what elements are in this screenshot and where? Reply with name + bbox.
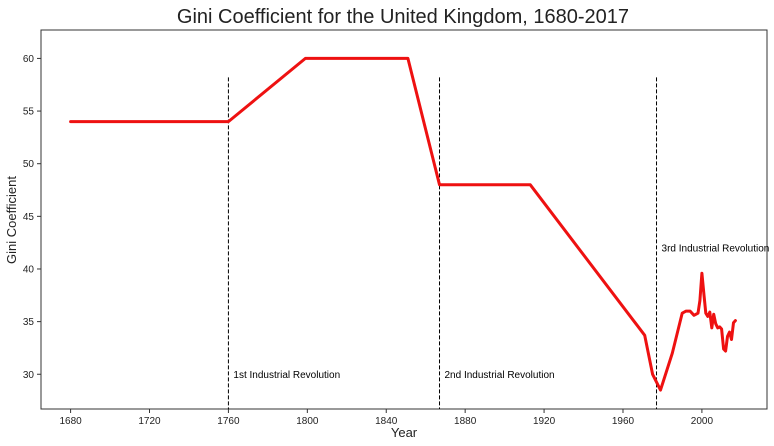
y-tick-label: 35 <box>23 317 35 328</box>
revolution-annotation: 3rd Industrial Revolution <box>662 243 770 254</box>
x-tick-label: 1960 <box>612 416 635 427</box>
x-tick-label: 1880 <box>454 416 477 427</box>
x-tick-label: 1720 <box>138 416 161 427</box>
revolution-annotation: 2nd Industrial Revolution <box>445 370 555 381</box>
x-axis-ticks: 1680 1720 1760 1800 1840 1880 1920 1960 2000 <box>59 409 713 427</box>
plot-area-frame <box>40 29 768 410</box>
y-tick-label: 50 <box>23 159 35 170</box>
x-tick-label: 1920 <box>533 416 556 427</box>
x-axis-label: Year <box>391 425 418 440</box>
industrial-revolution-markers: 1st Industrial Revolution 2nd Industrial … <box>227 77 770 409</box>
y-tick-label: 40 <box>23 264 35 275</box>
y-tick-label: 45 <box>23 212 35 223</box>
revolution-annotation: 1st Industrial Revolution <box>233 370 340 381</box>
y-tick-label: 55 <box>23 107 35 118</box>
x-tick-label: 1680 <box>59 416 82 427</box>
series-lines <box>69 56 737 392</box>
y-tick-label: 60 <box>23 54 35 65</box>
x-tick-label: 1840 <box>375 416 398 427</box>
x-tick-label: 1800 <box>296 416 319 427</box>
gini-series-line <box>69 56 737 392</box>
y-axis-ticks: 30 35 40 45 50 55 60 <box>23 54 41 381</box>
y-axis-label: Gini Coefficient <box>4 176 19 264</box>
x-tick-label: 1760 <box>217 416 240 427</box>
y-tick-label: 30 <box>23 370 35 381</box>
chart-title: Gini Coefficient for the United Kingdom,… <box>177 6 629 28</box>
x-tick-label: 2000 <box>691 416 714 427</box>
